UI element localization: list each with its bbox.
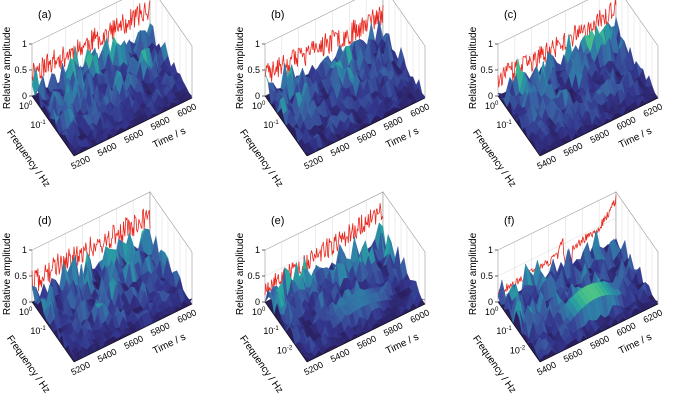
surface-patch [650,299,659,305]
panel-label: (f) [504,215,514,227]
panel-label: (a) [38,9,51,21]
freq-axis [31,95,75,157]
panel-c: 0 0.5 1 Relative amplitude (c) 100 10-1Frequen… [468,0,664,189]
amplitude-series-line [31,208,151,292]
time-axis [306,97,426,157]
surface-patch [417,293,426,300]
time-tick-label: 5200 [69,360,91,378]
z-axis-title: Relative amplitude [2,232,13,315]
panel-label: (e) [271,215,284,227]
panel-label: (b) [271,9,284,21]
time-tick-label: 5400 [535,154,557,172]
time-tick-label: 5200 [69,154,91,172]
freq-axis-title: Frequency / Hz [237,128,285,190]
freq-tick-label: 10-1 [496,326,512,336]
freq-axis-title: Frequency / Hz [237,334,285,396]
time-axis [73,303,193,363]
z-tick-label: 0.5 [247,271,260,281]
amplitude-series-line [31,0,151,82]
panel-a: 0 0.5 1 Relative amplitude (a) 100 10-1Frequen… [2,0,198,189]
freq-axis [497,301,541,363]
z-axis-title: Relative amplitude [235,26,246,109]
surface-patch [184,92,193,100]
panel-e: 0 0.5 1 Relative amplitude (e) 100 10-1 10-2Fre… [235,191,431,396]
freq-axis [264,301,308,363]
time-axis [73,97,193,157]
z-tick-label: 1 [488,245,493,255]
z-tick-label: 0 [255,91,260,101]
z-tick-label: 1 [22,39,27,49]
freq-tick-label: 10-1 [263,120,279,130]
freq-tick-label: 100 [19,101,33,111]
z-tick-label: 0 [488,297,493,307]
freq-tick-label: 100 [252,101,266,111]
time-axis [539,303,659,363]
freq-tick-label: 100 [485,307,499,317]
freq-axis [264,95,308,157]
grid-line [497,217,617,277]
panel-f: 0 0.5 1 Relative amplitude (f) 100 10-1 10-2Fre… [468,191,664,396]
surface-patch [650,93,659,98]
z-tick-label: 1 [488,39,493,49]
z-tick-label: 0 [255,297,260,307]
freq-axis [31,301,75,363]
z-axis-title: Relative amplitude [235,232,246,315]
freq-axis-title: Frequency / Hz [4,128,52,190]
surface-patch [417,87,426,101]
freq-tick-label: 10-1 [496,120,512,130]
z-tick-label: 0 [22,297,27,307]
z-axis-title: Relative amplitude [2,26,13,109]
panel-d: 0 0.5 1 Relative amplitude (d) 100 10-1Frequen… [2,191,198,396]
z-tick-label: 1 [22,245,27,255]
freq-axis-title: Frequency / Hz [470,128,518,190]
time-tick-label: 5200 [302,360,324,378]
z-tick-label: 0 [488,91,493,101]
freq-tick-label: 10-2 [277,345,293,355]
freq-tick-label: 10-1 [263,326,279,336]
z-tick-label: 0.5 [14,65,27,75]
freq-tick-label: 10-1 [30,120,46,130]
panel-b: 0 0.5 1 Relative amplitude (b) 100 10-1Frequen… [235,0,431,189]
z-axis-title: Relative amplitude [468,26,479,109]
freq-axis-title: Frequency / Hz [4,334,52,396]
time-axis [306,303,426,363]
z-tick-label: 1 [255,245,260,255]
z-tick-label: 0.5 [247,65,260,75]
panel-label: (c) [504,9,517,21]
grid-line [264,11,384,71]
freq-tick-label: 100 [19,307,33,317]
time-tick-label: 5200 [302,154,324,172]
z-tick-label: 0 [22,91,27,101]
freq-tick-label: 100 [485,101,499,111]
freq-axis-title: Frequency / Hz [470,334,518,396]
time-axis [539,97,659,157]
panel-label: (d) [38,215,51,227]
freq-tick-label: 10-1 [30,326,46,336]
z-tick-label: 0.5 [14,271,27,281]
z-tick-label: 0.5 [480,271,493,281]
freq-tick-label: 10-2 [510,345,526,355]
z-tick-label: 0.5 [480,65,493,75]
freq-axis [497,95,541,157]
z-tick-label: 1 [255,39,260,49]
z-axis-title: Relative amplitude [468,232,479,315]
freq-tick-label: 100 [252,307,266,317]
surface-patch [184,298,193,307]
time-tick-label: 5400 [535,360,557,378]
